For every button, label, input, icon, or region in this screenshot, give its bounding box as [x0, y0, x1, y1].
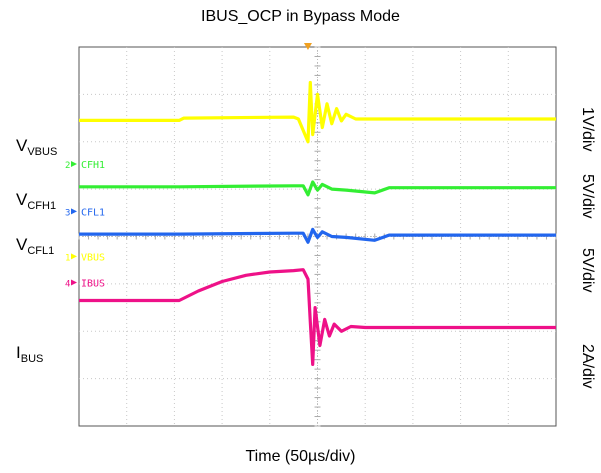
label-vcfh1: VCFH1: [16, 190, 57, 212]
marker-label-ch4: IBUS: [81, 278, 105, 289]
marker-ch1: 1 VBUS: [65, 252, 105, 263]
label-vcfl1: VCFL1: [16, 235, 55, 257]
marker-ch3: 3 CFL1: [65, 207, 105, 218]
marker-number-ch1: 1: [65, 253, 70, 263]
scale-ch3: 5V/div: [579, 247, 596, 293]
trace-ch2: [79, 180, 556, 197]
marker-arrow-ch4: [71, 279, 77, 286]
trigger-marker: [303, 43, 312, 50]
label-ibus: IBUS: [16, 343, 44, 365]
trace-ch3: [79, 227, 556, 244]
scale-ch2: 5V/div: [579, 173, 596, 219]
trace-ch1: [79, 80, 556, 144]
marker-arrow-ch2: [71, 161, 77, 168]
marker-number-ch3: 3: [65, 208, 70, 218]
marker-arrow-ch3: [71, 208, 77, 215]
marker-label-ch1: VBUS: [81, 252, 105, 263]
marker-label-ch2: CFH1: [81, 160, 105, 171]
label-vvbus: VVBUS: [16, 136, 58, 158]
marker-number-ch2: 2: [65, 161, 70, 171]
marker-ch2: 2 CFH1: [65, 160, 105, 171]
scale-ch4: 2A/div: [579, 343, 596, 389]
marker-ch4: 4 IBUS: [65, 278, 105, 289]
marker-number-ch4: 4: [65, 279, 70, 289]
trace-ch4: [79, 268, 556, 366]
marker-label-ch3: CFL1: [81, 207, 105, 218]
marker-arrow-ch1: [71, 253, 77, 260]
scale-ch1: 1V/div: [579, 106, 596, 152]
x-axis-label: Time (50µs/div): [245, 448, 356, 465]
chart-title: IBUS_OCP in Bypass Mode: [201, 8, 400, 25]
